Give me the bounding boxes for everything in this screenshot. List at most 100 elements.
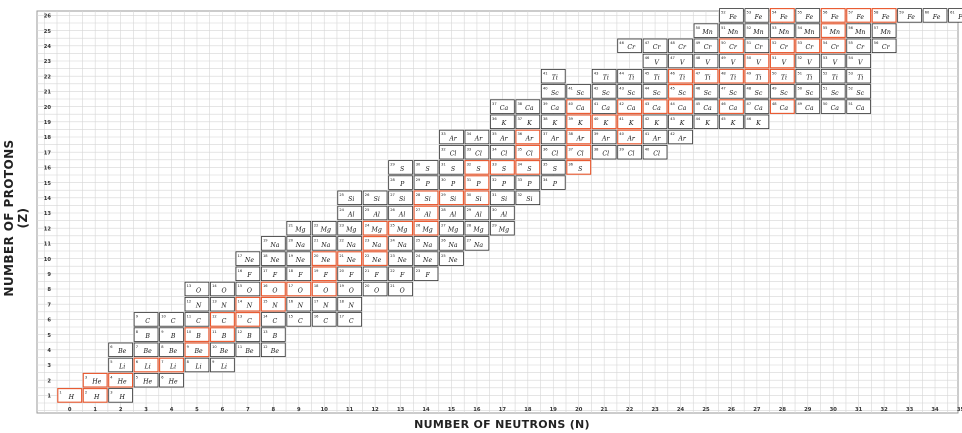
x-tick-label: 15: [448, 407, 456, 413]
isotope-mass-number: 46: [670, 71, 675, 75]
isotope-mass-number: 14: [212, 284, 217, 288]
isotope-mass-number: 13: [187, 284, 192, 288]
isotope-cell: [464, 129, 490, 145]
isotope-symbol: Be: [219, 348, 229, 355]
isotope-cell: [209, 327, 235, 342]
isotope-cell: [388, 251, 413, 266]
isotope-cell: [642, 144, 668, 160]
isotope-symbol: Na: [447, 242, 457, 249]
x-tick-label: 10: [321, 407, 329, 413]
isotope-mass-number: 49: [747, 71, 752, 75]
isotope-mass-number: 47: [696, 71, 701, 75]
isotope-mass-number: 6: [136, 360, 139, 364]
isotope-mass-number: 30: [467, 193, 472, 197]
isotope-mass-number: 21: [365, 269, 370, 273]
isotope-mass-number: 35: [518, 147, 523, 151]
isotope-cell: [413, 205, 439, 221]
isotope-cell: [82, 388, 108, 403]
isotope-mass-number: 18: [314, 284, 319, 288]
isotope-symbol: Ca: [652, 105, 661, 112]
isotope-cell: [515, 114, 541, 130]
isotope-mass-number: 43: [619, 87, 624, 91]
isotope-symbol: Mg: [472, 227, 483, 234]
isotope-mass-number: 45: [721, 117, 726, 121]
isotope-cell: [337, 312, 363, 327]
isotope-mass-number: 49: [696, 41, 701, 45]
isotope-symbol: Ca: [703, 105, 712, 112]
isotope-cell: [489, 160, 515, 175]
isotope-symbol: K: [679, 120, 685, 127]
isotope-mass-number: 18: [263, 254, 268, 258]
isotope-cell: [388, 205, 413, 221]
isotope-symbol: C: [171, 318, 176, 325]
y-tick-label: 9: [47, 272, 51, 278]
isotope-mass-number: 25: [441, 254, 446, 258]
x-tick-label: 25: [702, 407, 710, 413]
isotope-cell: [362, 236, 388, 251]
isotope-cell: [108, 342, 133, 358]
isotope-cell: [846, 69, 872, 84]
isotope-mass-number: 60: [925, 11, 930, 15]
isotope-mass-number: 17: [314, 299, 319, 303]
isotope-cell: [464, 144, 490, 160]
isotope-symbol: Fe: [855, 14, 864, 21]
isotope-symbol: Cr: [882, 44, 891, 51]
isotope-mass-number: 17: [339, 315, 344, 319]
isotope-mass-number: 45: [696, 102, 701, 106]
isotope-symbol: Mg: [320, 227, 331, 234]
isotope-symbol: P: [526, 181, 532, 188]
isotope-cell: [718, 99, 744, 114]
isotope-cell: [769, 68, 795, 84]
isotope-mass-number: 38: [594, 147, 599, 151]
y-tick-label: 20: [44, 105, 52, 111]
isotope-cell: [184, 342, 210, 358]
isotope-symbol: Fe: [906, 14, 915, 21]
isotope-symbol: B: [195, 333, 201, 340]
isotope-cell: [719, 53, 744, 69]
isotope-cell: [490, 129, 515, 145]
isotope-mass-number: 37: [543, 132, 548, 136]
isotope-cell: [388, 266, 413, 282]
isotope-cell: [744, 68, 770, 84]
isotope-mass-number: 44: [696, 117, 701, 121]
isotope-cell: [286, 312, 312, 327]
isotope-mass-number: 56: [874, 41, 879, 45]
isotope-mass-number: 38: [543, 117, 548, 121]
x-tick-label: 13: [397, 407, 405, 413]
isotope-mass-number: 20: [314, 254, 319, 258]
isotope-symbol: C: [196, 318, 201, 325]
isotope-mass-number: 35: [492, 132, 497, 136]
isotope-cell: [617, 144, 642, 160]
isotope-symbol: Sc: [627, 90, 635, 97]
y-tick-label: 1: [47, 394, 51, 400]
isotope-symbol: K: [628, 120, 634, 127]
isotope-mass-number: 55: [797, 11, 802, 15]
isotope-cell: [490, 175, 515, 190]
y-tick-label: 22: [44, 74, 52, 80]
isotope-mass-number: 21: [314, 239, 319, 243]
isotope-symbol: Na: [397, 242, 407, 249]
isotope-symbol: K: [704, 120, 710, 127]
isotope-mass-number: 48: [696, 56, 701, 60]
isotope-symbol: Sc: [831, 90, 839, 97]
isotope-cell: [642, 114, 668, 130]
isotope-mass-number: 24: [390, 239, 395, 243]
x-tick-label: 5: [195, 407, 199, 413]
isotope-cell: [210, 281, 235, 297]
isotope-cell: [795, 23, 821, 38]
isotope-symbol: S: [476, 166, 480, 173]
isotope-mass-number: 7: [136, 345, 138, 349]
isotope-symbol: V: [705, 59, 710, 66]
isotope-mass-number: 15: [288, 315, 293, 319]
isotope-mass-number: 46: [645, 56, 650, 60]
isotope-symbol: S: [502, 166, 506, 173]
isotope-cell: [846, 99, 872, 114]
isotope-mass-number: 1: [59, 391, 61, 395]
isotope-symbol: Sc: [805, 90, 813, 97]
x-tick-label: 16: [473, 407, 481, 413]
isotope-cell: [490, 220, 515, 236]
isotope-mass-number: 41: [594, 102, 599, 106]
isotope-mass-number: 48: [670, 41, 675, 45]
isotope-mass-number: 13: [238, 315, 243, 319]
isotope-mass-number: 43: [670, 117, 675, 121]
